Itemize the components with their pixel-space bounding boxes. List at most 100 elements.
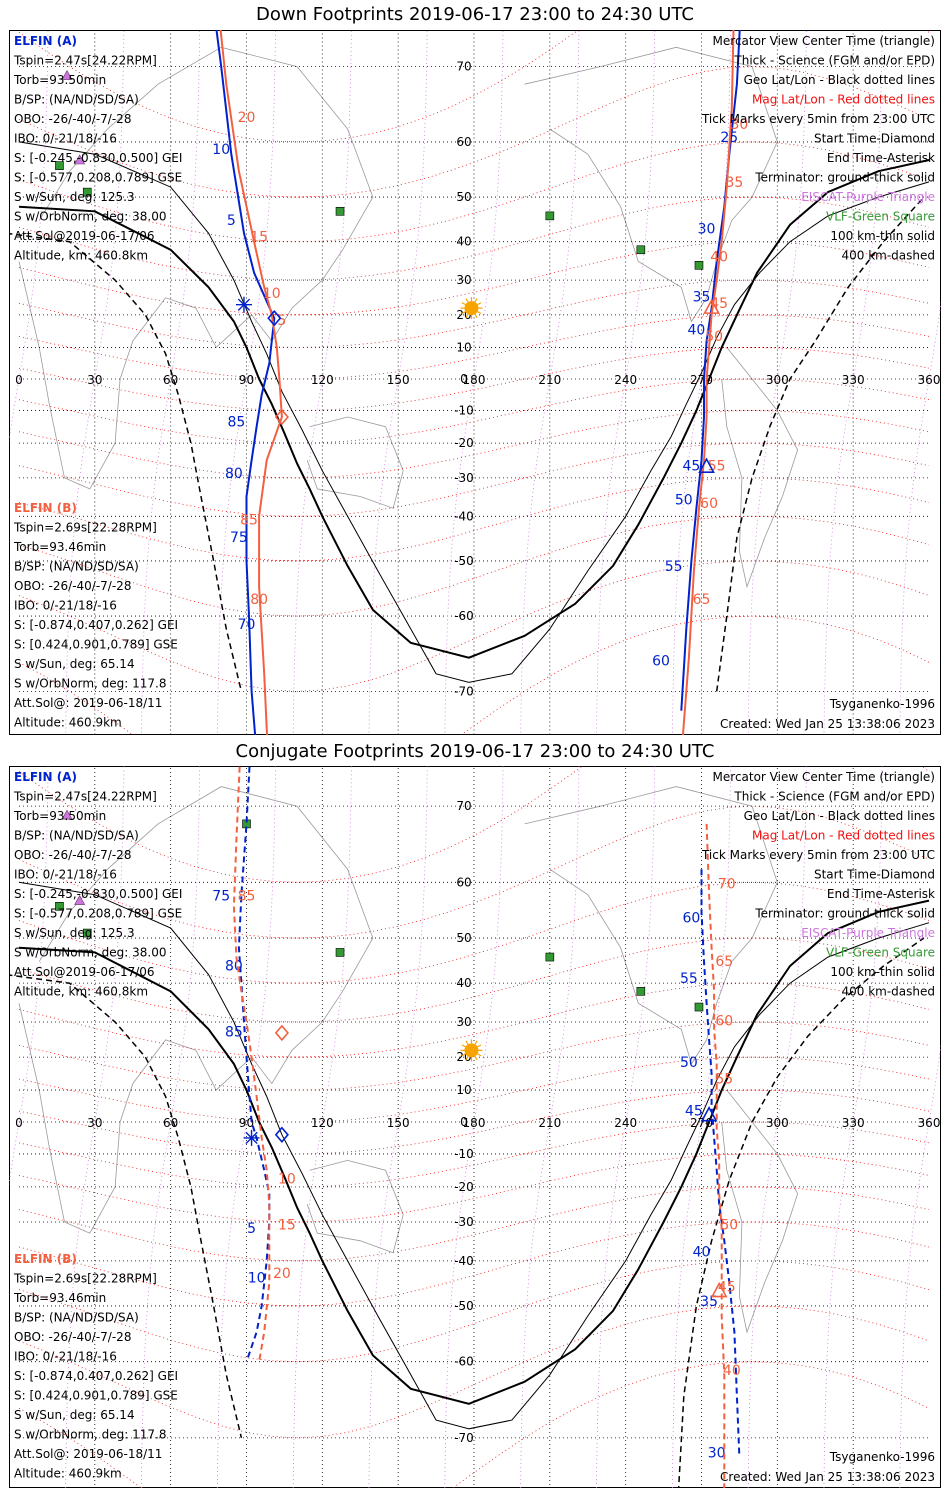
track-time-label: 45	[710, 296, 728, 312]
track-time-label: 65	[693, 592, 711, 608]
sun-ray	[465, 1040, 469, 1045]
elfin-a-info-line: S: [-0.577,0.208,0.789] GSE	[14, 171, 182, 185]
track-time-label: 35	[725, 175, 743, 191]
lon-tick-label: 30	[87, 373, 102, 387]
legend-entry: Mercator View Center Time (triangle)	[713, 770, 935, 784]
elfin-a-info-line: S: [-0.245,-0.830,0.500] GEI	[14, 151, 182, 165]
track-time-label: 85	[227, 415, 245, 431]
lat-tick-label: 60	[456, 875, 471, 889]
lon-tick-label: 300	[766, 1116, 789, 1130]
elfin-a-info-line: OBO: -26/-40/-7/-28	[14, 112, 131, 126]
elfin-a-info-line: OBO: -26/-40/-7/-28	[14, 848, 131, 862]
elfin-a-info-line: Altitude, km: 460.8km	[14, 249, 148, 263]
eiscat-site-triangle	[61, 69, 73, 80]
mag-parallel	[18, 1021, 930, 1091]
view-center-triangle	[698, 457, 715, 473]
legend-entry: EISCAT-Purple Triangle	[801, 926, 935, 940]
elfin-b-info-line: B/SP: (NA/ND/SD/SA)	[14, 1311, 139, 1325]
legend-entry: 400 km-dashed	[841, 249, 935, 263]
lon-tick-label: 90	[239, 1116, 254, 1130]
elfin-a-info-line: S: [-0.577,0.208,0.789] GSE	[14, 907, 182, 921]
track-time-label: 10	[263, 286, 281, 302]
lat-tick-label: 70	[456, 60, 471, 74]
legend-entry: Start Time-Diamond	[814, 868, 935, 882]
track-time-label: 20	[273, 1266, 291, 1282]
track-time-label: 35	[693, 289, 711, 305]
footprint-track	[681, 30, 735, 735]
view-center-triangle	[710, 1281, 728, 1298]
legend-entry: 100 km-thin solid	[830, 965, 935, 979]
lon-tick-label: 60	[163, 373, 178, 387]
track-time-label: 75	[230, 530, 248, 546]
mag-parallel	[18, 410, 930, 479]
lat-tick-label: 40	[456, 976, 471, 990]
track-time-label: 75	[212, 889, 230, 905]
vlf-site-square	[636, 987, 646, 996]
legend-entry: Terminator: ground-thick solid	[754, 907, 935, 921]
track-time-label: 80	[250, 592, 268, 608]
track-time-label: 5	[227, 213, 236, 229]
track-time-label: 65	[715, 954, 733, 970]
track-time-label: 40	[710, 249, 728, 265]
vlf-site-square	[335, 948, 345, 957]
track-time-label: 55	[665, 559, 683, 575]
elfin-b-info-line: Torb=93.46min	[13, 540, 106, 554]
mag-parallel	[18, 30, 930, 143]
lat-tick-label: -70	[454, 684, 474, 698]
track-time-label: 85	[238, 889, 256, 905]
elfin-a-info-line: IBO: 0/-21/18/-16	[14, 132, 117, 146]
track-time-label: 45	[685, 1104, 703, 1120]
lat-tick-label: -50	[454, 554, 474, 568]
track-time-label: 15	[250, 230, 268, 246]
lat-tick-label: 30	[456, 273, 471, 287]
lat-tick-label: -20	[454, 436, 474, 450]
lon-tick-label: 300	[766, 373, 789, 387]
mag-parallel	[18, 196, 930, 281]
elfin-a-info-line: ELFIN (A)	[14, 34, 77, 48]
track-time-label: 40	[723, 1363, 741, 1379]
lat-tick-label: 60	[456, 135, 471, 149]
track-time-label: 20	[238, 110, 256, 126]
eiscat-site-triangle	[61, 809, 73, 820]
track-time-label: 5	[247, 1221, 256, 1237]
lon-tick-label: 360	[918, 1116, 941, 1130]
track-time-label: 30	[708, 1445, 726, 1461]
terminator-400km	[9, 974, 243, 1438]
legend-entry: Thick - Science (FGM and/or EPD)	[733, 54, 935, 68]
vlf-site-square	[55, 902, 64, 911]
legend-entry: EISCAT-Purple Triangle	[801, 190, 935, 204]
elfin-b-info-line: B/SP: (NA/ND/SD/SA)	[14, 560, 139, 574]
sun-ray	[474, 313, 478, 318]
elfin-a-info-line: Att.Sol@2019-06-17/06	[14, 965, 155, 979]
track-time-label: 80	[225, 958, 243, 974]
sun-ray	[461, 302, 466, 306]
legend-entry: 400 km-dashed	[841, 985, 935, 999]
lon-tick-label: 90	[239, 373, 254, 387]
coastline-3	[306, 416, 404, 509]
track-time-label: 45	[718, 1280, 736, 1296]
coastline-2	[721, 1089, 799, 1334]
view-center-triangle	[700, 1105, 718, 1122]
start-time-diamond	[274, 1024, 289, 1042]
start-time-diamond	[274, 1126, 289, 1143]
lat-tick-label: -60	[454, 609, 474, 623]
elfin-b-info-line: Att.Sol@: 2019-06-18/11	[14, 696, 162, 710]
elfin-a-info-line: ELFIN (A)	[14, 770, 77, 784]
lat-tick-label: -60	[454, 1355, 474, 1369]
lat-tick-label: -10	[454, 404, 474, 418]
vlf-site-square	[545, 952, 555, 962]
elfin-b-info-line: S: [0.424,0.901,0.789] GSE	[14, 638, 178, 652]
subsolar-sun-icon	[464, 1043, 479, 1058]
lat-tick-label: 30	[456, 1015, 471, 1029]
lat-tick-label: 0	[460, 372, 468, 386]
legend-entry: End Time-Asterisk	[827, 887, 935, 901]
lat-tick-label: -30	[454, 1215, 474, 1229]
elfin-b-info-line: S w/Sun, deg: 65.14	[14, 1408, 135, 1422]
terminator-400km	[9, 232, 243, 692]
lon-tick-label: 120	[311, 1116, 334, 1130]
elfin-a-info-line: B/SP: (NA/ND/SD/SA)	[14, 829, 139, 843]
mag-parallel	[18, 937, 930, 1023]
elfin-b-info-line: ELFIN (B)	[14, 1252, 77, 1266]
footprint-track	[232, 766, 271, 1362]
sun-ray	[474, 298, 478, 303]
